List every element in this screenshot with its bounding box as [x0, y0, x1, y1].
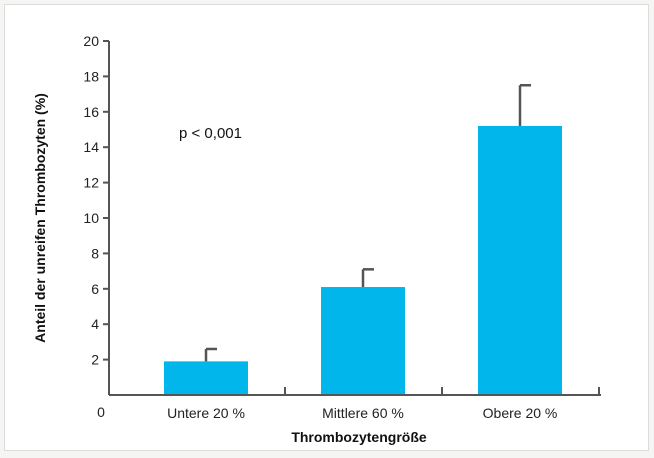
- bar-1: [164, 361, 248, 395]
- y-tick-label: 2: [91, 352, 99, 368]
- x-axis-title: Thrombozytengröße: [291, 429, 427, 445]
- p-value-annotation: p < 0,001: [179, 125, 242, 142]
- y-tick-label: 8: [91, 245, 99, 261]
- x-tick-label: Untere 20 %: [167, 405, 245, 421]
- y-tick-label: 6: [91, 281, 99, 297]
- y-tick-label: 4: [91, 316, 99, 332]
- y-axis-title: Anteil der unreifen Thrombozyten (%): [32, 93, 48, 343]
- origin-label: 0: [97, 404, 105, 420]
- y-tick-label: 12: [83, 175, 99, 191]
- y-tick-label: 16: [83, 104, 99, 120]
- y-tick-label: 14: [83, 139, 99, 155]
- bar-chart: 2 4 6 8 10 12 14 16 18 20 0 Untere 20 % Mittlere 60 …: [32, 33, 601, 445]
- bar-3: [478, 125, 562, 396]
- x-tick-label: Mittlere 60 %: [322, 405, 404, 421]
- bar-2: [321, 287, 405, 395]
- y-tick-label: 10: [83, 210, 99, 226]
- y-tick-label: 20: [83, 33, 99, 49]
- plot-group: 2 4 6 8 10 12 14 16 18 20 0 Untere 20 % Mittlere 60 …: [32, 33, 601, 445]
- y-tick-label: 18: [83, 68, 99, 84]
- chart-panel: 2 4 6 8 10 12 14 16 18 20 0 Untere 20 % Mittlere 60 …: [4, 4, 649, 451]
- x-tick-label: Obere 20 %: [483, 405, 558, 421]
